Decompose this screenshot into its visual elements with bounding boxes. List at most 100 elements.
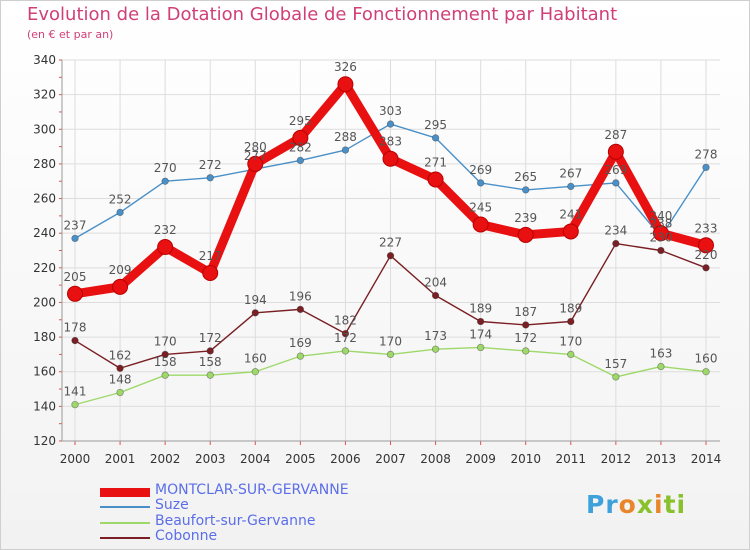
- data-label: 178: [64, 321, 87, 335]
- logo-letter: x: [636, 490, 654, 519]
- data-label: 173: [424, 329, 447, 343]
- y-tick-label: 180: [33, 330, 56, 344]
- data-point: [382, 150, 399, 167]
- data-label: 158: [154, 355, 177, 369]
- y-tick-label: 200: [33, 295, 56, 309]
- data-label: 270: [154, 161, 177, 175]
- data-point: [472, 216, 489, 233]
- data-label: 283: [379, 135, 402, 149]
- data-point: [161, 371, 169, 379]
- data-point: [116, 364, 124, 372]
- data-label: 230: [649, 231, 672, 245]
- data-point: [206, 371, 214, 379]
- data-label: 189: [469, 302, 492, 316]
- data-label: 271: [424, 155, 447, 169]
- x-tick-label: 2014: [691, 452, 722, 466]
- data-label: 162: [109, 348, 132, 362]
- data-point: [251, 309, 259, 317]
- data-label: 157: [604, 357, 627, 371]
- data-label: 282: [289, 140, 312, 154]
- data-label: 234: [604, 224, 627, 238]
- data-point: [476, 343, 485, 352]
- data-point: [522, 321, 530, 329]
- axes: 120 140 160 180 200 220 240 260 280 300 320 340 2000…: [33, 53, 721, 466]
- series-montclar-sur-gervanne: [67, 76, 714, 302]
- logo-letter: i: [654, 490, 664, 519]
- legend-swatch: [100, 487, 150, 497]
- data-label: 182: [334, 314, 357, 328]
- data-point: [612, 179, 620, 187]
- x-tick-label: 2000: [60, 452, 91, 466]
- x-tick-label: 2009: [465, 452, 496, 466]
- data-point: [296, 156, 305, 165]
- data-point: [296, 305, 305, 314]
- x-tick-label: 2007: [375, 452, 406, 466]
- data-point: [202, 265, 219, 282]
- data-point: [157, 239, 174, 256]
- data-label: 272: [199, 158, 222, 172]
- data-point: [567, 182, 575, 191]
- data-label: 295: [424, 118, 447, 132]
- data-point: [431, 134, 440, 142]
- x-tick-label: 2011: [556, 452, 587, 466]
- legend-swatch: [100, 506, 150, 508]
- data-point: [652, 225, 669, 242]
- data-point: [386, 120, 395, 128]
- data-label: 252: [109, 192, 132, 206]
- data-point: [476, 179, 485, 187]
- x-tick-label: 2013: [646, 452, 677, 466]
- data-point: [296, 352, 305, 360]
- data-point: [698, 237, 714, 254]
- data-label: 238: [649, 217, 672, 231]
- x-tick-label: 2005: [285, 452, 316, 466]
- data-point: [431, 345, 440, 353]
- data-point: [607, 143, 624, 160]
- data-label: 141: [64, 385, 87, 399]
- data-label: 220: [695, 248, 718, 262]
- data-label: 287: [604, 128, 627, 142]
- logo-letter: t: [663, 490, 677, 519]
- data-point: [67, 285, 83, 302]
- data-point: [161, 177, 169, 185]
- data-point: [112, 278, 129, 295]
- data-label: 205: [64, 270, 87, 284]
- data-label: 295: [289, 114, 312, 128]
- data-label: 267: [559, 166, 582, 180]
- data-point: [476, 317, 485, 326]
- data-label: 163: [649, 347, 672, 361]
- data-point: [292, 129, 309, 146]
- data-label: 172: [199, 331, 222, 345]
- legend-label: Suze: [155, 497, 189, 513]
- proxiti-logo: Proxiti: [586, 490, 686, 519]
- data-point: [517, 226, 534, 243]
- series-beaufort-sur-gervanne: [71, 343, 710, 409]
- x-tick-label: 2012: [601, 452, 632, 466]
- data-point: [206, 347, 214, 355]
- data-label: 245: [469, 201, 492, 215]
- data-point: [341, 146, 350, 154]
- data-label: 160: [695, 352, 718, 366]
- series-cobonne: [71, 239, 710, 372]
- data-label: 269: [469, 163, 492, 177]
- data-point: [657, 246, 665, 255]
- data-point: [612, 239, 620, 248]
- data-label: 160: [244, 352, 267, 366]
- data-label: 303: [379, 104, 402, 118]
- data-point: [341, 347, 350, 355]
- x-tick-label: 2004: [240, 452, 271, 466]
- data-label: 170: [379, 334, 402, 348]
- data-point: [702, 368, 710, 376]
- data-label: 233: [695, 221, 718, 235]
- logo-letter: r: [605, 490, 619, 519]
- data-point: [567, 350, 575, 359]
- data-label: 288: [334, 130, 357, 144]
- data-label: 277: [244, 149, 267, 163]
- data-point: [71, 400, 79, 409]
- y-tick-label: 280: [33, 157, 56, 171]
- data-point: [702, 163, 710, 172]
- data-label: 209: [109, 263, 132, 277]
- data-point: [116, 208, 124, 217]
- data-point: [612, 373, 620, 381]
- data-labels: 237 252 270 272 277 282 288 303 295 269 265 267 269 2…: [64, 60, 718, 398]
